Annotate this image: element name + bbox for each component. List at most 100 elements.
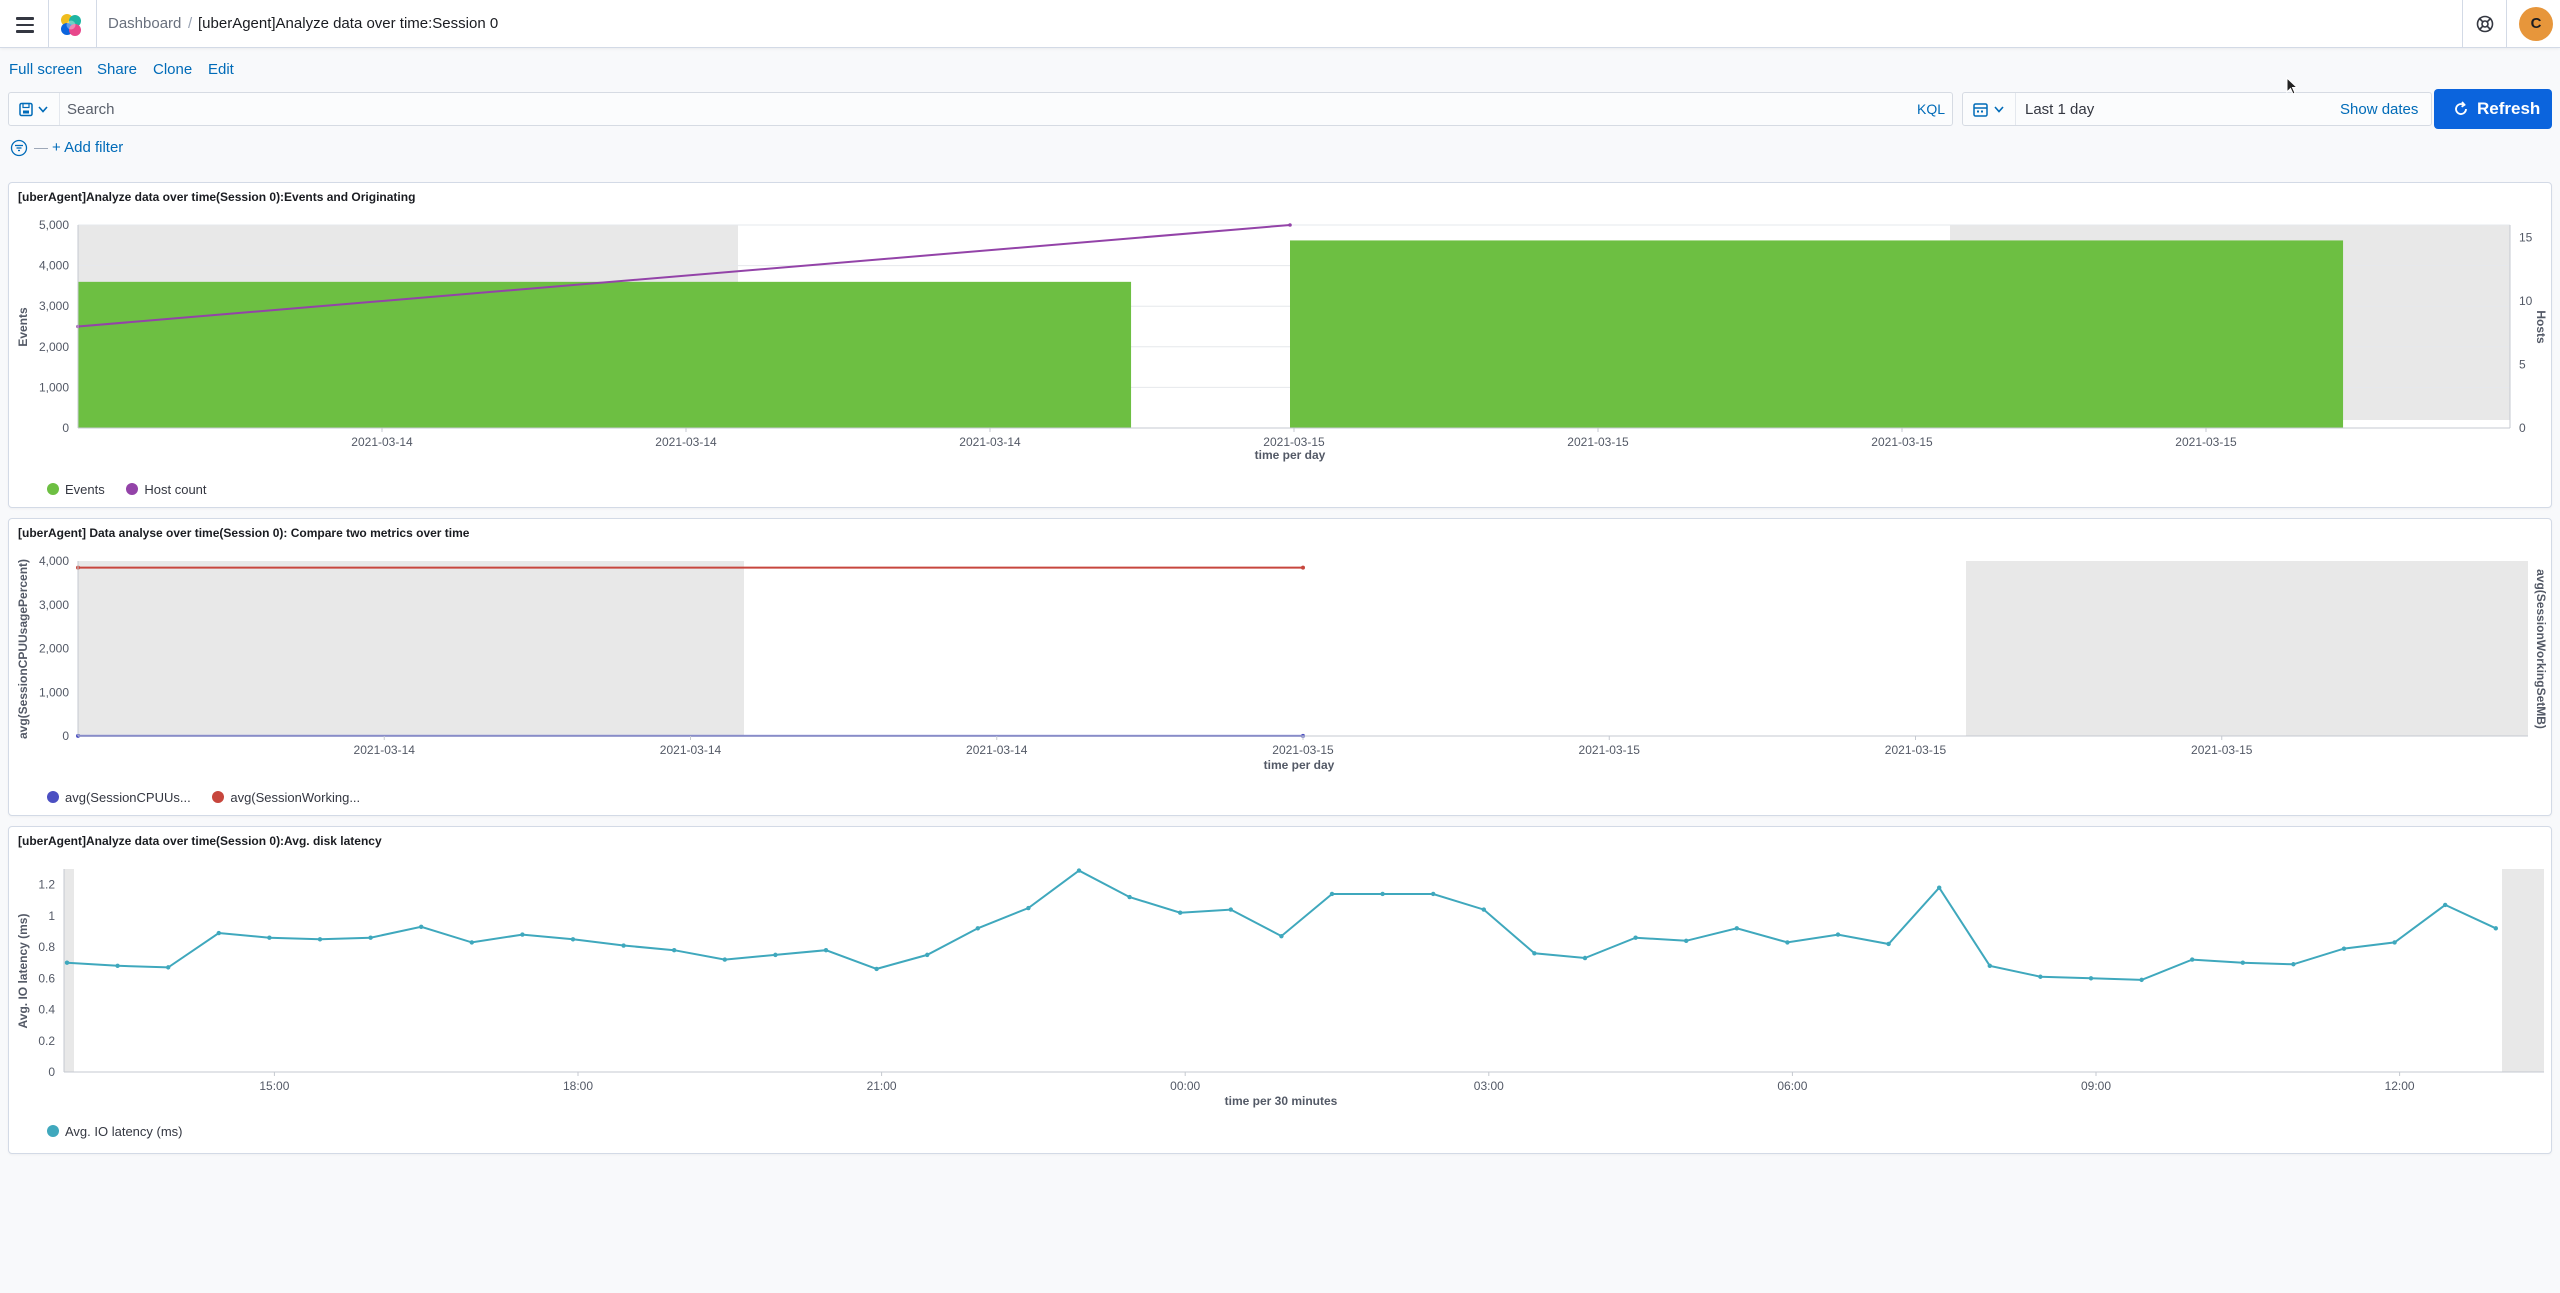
chart-background-shade [78, 225, 738, 290]
refresh-icon [2455, 101, 2467, 115]
panel-title: [uberAgent]Analyze data over time(Sessio… [18, 834, 382, 848]
header-divider [48, 0, 49, 48]
panel-title: [uberAgent] Data analyse over time(Sessi… [18, 526, 470, 540]
data-point-io-latency [1987, 963, 1993, 969]
data-point-io-latency [1835, 932, 1841, 937]
x-tick-label: 2021-03-15 [1263, 435, 1325, 449]
data-point-io-latency [317, 937, 323, 942]
x-tick-label: 2021-03-15 [2191, 743, 2253, 757]
search-input[interactable] [67, 97, 1897, 121]
data-point-io-latency [975, 926, 980, 931]
data-point-io-latency [1532, 951, 1537, 956]
data-point-io-latency [672, 948, 677, 953]
breadcrumb-separator: / [188, 15, 193, 32]
data-point-io-latency [469, 940, 474, 945]
data-point-io-latency [1937, 885, 1942, 890]
data-point-io-latency [166, 965, 171, 970]
data-point-io-latency [2190, 957, 2195, 962]
saved-query-icon[interactable] [19, 102, 53, 118]
user-avatar[interactable]: C [2519, 7, 2553, 41]
data-point-io-latency [2240, 960, 2245, 965]
bar-events [1290, 240, 2344, 428]
data-point-io-latency [368, 935, 373, 940]
data-point-io-latency [1329, 891, 1335, 897]
legend-item-events[interactable]: Events [47, 482, 105, 497]
legend-label: avg(SessionWorking... [230, 790, 361, 805]
data-point-io-latency [823, 948, 829, 953]
chart-background-shade [1966, 561, 2528, 736]
legend-dot [212, 791, 225, 803]
time-range-label[interactable]: Last 1 day [2025, 101, 2095, 118]
data-point-io-latency [1279, 933, 1284, 939]
x-tick-label: 15:00 [259, 1079, 289, 1093]
share-link[interactable]: Share [97, 61, 138, 78]
show-dates-button[interactable]: Show dates [2340, 101, 2419, 118]
data-point-io-latency [1684, 938, 1689, 944]
y2-tick-label: 10 [2519, 294, 2533, 308]
x-tick-label: 18:00 [563, 1079, 593, 1093]
data-point-io-latency [773, 952, 778, 958]
header-divider [2462, 0, 2463, 48]
y-tick-label: 1 [48, 909, 55, 923]
data-point-io-latency [570, 937, 576, 942]
x-tick-label: 2021-03-14 [655, 435, 717, 449]
edit-link[interactable]: Edit [208, 61, 234, 78]
y-tick-label: 2,000 [39, 340, 69, 354]
y2-tick-label: 15 [2519, 231, 2533, 245]
legend-item-io-latency[interactable]: Avg. IO latency (ms) [47, 1124, 183, 1139]
x-tick-label: 2021-03-14 [959, 435, 1021, 449]
y-tick-label: 0.6 [38, 971, 55, 985]
help-globe-icon[interactable] [2475, 14, 2495, 34]
events-hosts-chart: 0 1,000 2,000 3,000 4,000 5,000 0 5 10 15 2021-0… [16, 218, 2548, 462]
legend-item-host-count[interactable]: Host count [126, 482, 207, 497]
series-line-io-latency [66, 869, 2497, 981]
y-tick-label: 0 [62, 421, 69, 435]
menu-toggle-button[interactable] [14, 13, 36, 35]
refresh-button[interactable]: Refresh [2434, 89, 2552, 129]
x-tick-label: 2021-03-14 [966, 743, 1028, 757]
y-tick-label: 0.8 [38, 940, 55, 954]
legend-dot [47, 483, 59, 495]
filter-divider: — [34, 139, 48, 155]
data-point-io-latency [2139, 977, 2144, 983]
data-point-io-latency [1380, 891, 1385, 897]
panel-avg-disk-latency: [uberAgent]Analyze data over time(Sessio… [8, 826, 2552, 1154]
y-tick-label: 1,000 [39, 685, 69, 699]
query-bar: KQL [8, 92, 1953, 126]
data-point-io-latency [1178, 910, 1183, 915]
data-point-io-latency [1633, 935, 1638, 940]
legend-label: avg(SessionCPUUs... [65, 790, 191, 805]
clone-link[interactable]: Clone [153, 61, 193, 78]
y-tick-label: 5,000 [39, 218, 69, 232]
x-tick-label: 12:00 [2385, 1079, 2415, 1093]
legend-dot [47, 1125, 59, 1137]
series-line-host-count [77, 224, 1291, 328]
x-tick-label: 09:00 [2081, 1079, 2111, 1093]
x-tick-label: 2021-03-15 [1579, 743, 1641, 757]
x-tick-label: 2021-03-15 [1272, 743, 1334, 757]
query-divider [59, 93, 60, 125]
x-axis-label: time per 30 minutes [1225, 1094, 1338, 1108]
calendar-icon[interactable] [1973, 102, 2009, 118]
header-divider [96, 0, 97, 48]
add-filter-button[interactable]: + Add filter [52, 139, 124, 156]
data-point-io-latency [419, 924, 424, 929]
header-divider [2506, 0, 2507, 48]
top-header: Dashboard / [uberAgent]Analyze data over… [0, 0, 2560, 48]
legend-dot [47, 791, 59, 803]
y-tick-label: 4,000 [39, 259, 69, 273]
legend-item-working-set[interactable]: avg(SessionWorking... [212, 790, 360, 805]
x-tick-label: 2021-03-15 [2175, 435, 2237, 449]
legend-dot [126, 483, 139, 495]
breadcrumb-dashboard[interactable]: Dashboard [108, 15, 182, 32]
filter-options-icon[interactable] [10, 139, 28, 157]
x-tick-label: 03:00 [1474, 1079, 1504, 1093]
kql-language-button[interactable]: KQL [1917, 101, 1946, 117]
data-point-io-latency [1785, 940, 1790, 945]
y-tick-label: 0 [48, 1065, 55, 1079]
full-screen-link[interactable]: Full screen [9, 61, 83, 78]
disk-latency-chart: 0 0.2 0.4 0.6 0.8 1 1.2 15:00 18:00 21:00 00:00 03… [16, 868, 2544, 1108]
bar-events [78, 281, 1132, 428]
legend-item-cpu-usage[interactable]: avg(SessionCPUUs... [47, 790, 191, 805]
legend-label: Host count [144, 482, 207, 497]
